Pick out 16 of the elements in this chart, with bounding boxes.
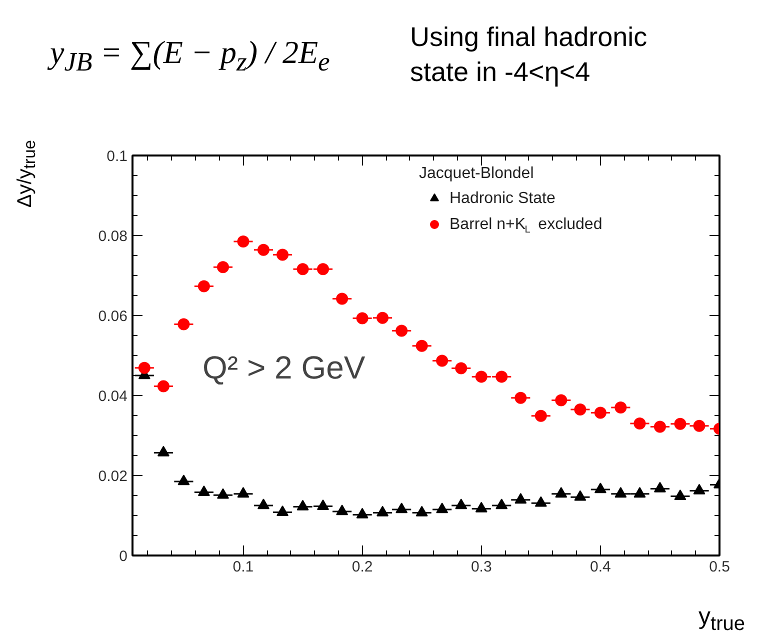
y-tick-label: 0.06 — [98, 308, 128, 325]
x-tick-label: 0.4 — [590, 558, 611, 576]
x-tick-label: 0.1 — [232, 558, 254, 576]
legend-title: Jacquet-Blondel — [419, 165, 535, 183]
y-tick-label: 0.04 — [98, 388, 128, 405]
text: Using final hadronic state in -4<η<4 — [410, 20, 648, 89]
y-tick-label: 0 — [119, 548, 128, 565]
legend-label: Hadronic State — [450, 190, 556, 207]
y-tick-label: 0.02 — [98, 468, 128, 485]
annotation: Q² > 2 GeV — [202, 350, 366, 386]
x-tick-label: 0.2 — [352, 558, 373, 576]
x-tick-label: 0.5 — [709, 558, 730, 576]
y-tick-label: 0.1 — [106, 148, 128, 165]
x-tick-label: 0.3 — [470, 558, 492, 576]
y-tick-label: 0.08 — [98, 228, 128, 245]
x-axis-title: y$_{true}$ — [698, 603, 745, 635]
